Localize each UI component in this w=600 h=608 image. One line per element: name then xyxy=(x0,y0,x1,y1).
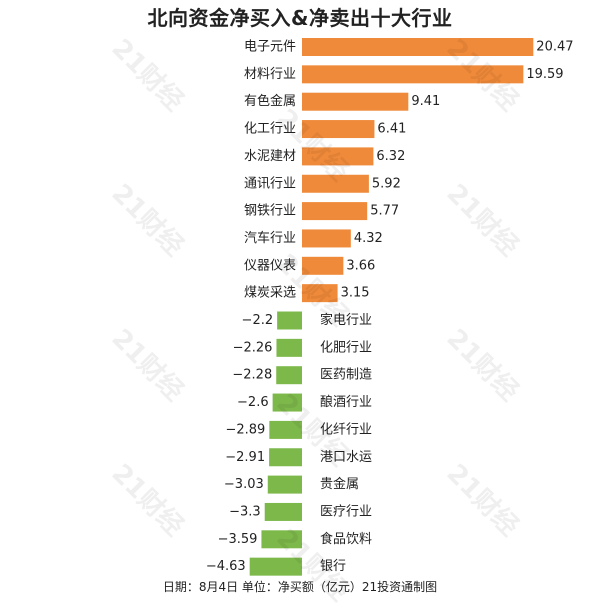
value-label-13: −2.6 xyxy=(237,395,269,410)
value-label-7: 4.32 xyxy=(354,231,383,246)
value-label-3: 6.41 xyxy=(377,122,406,137)
bar-2 xyxy=(302,92,409,111)
bar-8 xyxy=(302,256,344,275)
bar-5 xyxy=(302,174,369,193)
category-label-12: 医药制造 xyxy=(320,368,372,383)
value-label-10: −2.2 xyxy=(242,313,274,328)
bar-14 xyxy=(269,420,302,439)
category-label-2: 有色金属 xyxy=(244,93,296,109)
category-label-15: 港口水运 xyxy=(320,450,372,465)
category-label-7: 汽车行业 xyxy=(244,230,296,246)
category-label-5: 通讯行业 xyxy=(244,176,296,191)
category-label-1: 材料行业 xyxy=(244,67,296,82)
value-label-0: 20.47 xyxy=(536,40,573,55)
chart-title: 北向资金净买入&净卖出十大行业 xyxy=(147,6,453,30)
category-label-9: 煤炭采选 xyxy=(244,286,296,301)
value-label-12: −2.28 xyxy=(232,368,272,383)
value-label-1: 19.59 xyxy=(526,67,563,82)
category-label-19: 银行 xyxy=(320,559,346,574)
value-label-8: 3.66 xyxy=(346,258,375,273)
bar-10 xyxy=(277,311,302,330)
category-label-0: 电子元件 xyxy=(244,40,296,55)
bar-17 xyxy=(264,502,302,521)
bar-9 xyxy=(302,284,338,303)
value-label-5: 5.92 xyxy=(372,176,401,191)
bar-15 xyxy=(269,448,302,467)
category-label-14: 化纤行业 xyxy=(320,422,372,437)
category-label-10: 家电行业 xyxy=(320,312,372,328)
category-label-6: 钢铁行业 xyxy=(244,204,296,219)
bar-7 xyxy=(302,229,351,248)
category-label-3: 化工行业 xyxy=(244,122,296,137)
bar-19 xyxy=(249,557,302,576)
bar-6 xyxy=(302,202,368,221)
bar-1 xyxy=(302,65,524,84)
value-label-15: −2.91 xyxy=(225,450,265,465)
value-label-9: 3.15 xyxy=(341,286,370,301)
bar-18 xyxy=(261,530,302,549)
value-label-2: 9.41 xyxy=(411,94,440,109)
bar-11 xyxy=(276,338,302,357)
category-label-17: 医疗行业 xyxy=(320,504,372,519)
bar-16 xyxy=(267,475,302,494)
bar-0 xyxy=(302,38,534,56)
category-label-16: 贵金属 xyxy=(320,476,359,492)
category-label-8: 仪器仪表 xyxy=(244,258,296,273)
value-label-16: −3.03 xyxy=(224,477,264,492)
bar-13 xyxy=(272,393,302,412)
value-label-6: 5.77 xyxy=(370,204,399,219)
category-label-11: 化肥行业 xyxy=(320,340,372,355)
category-label-4: 水泥建材 xyxy=(244,149,296,164)
bar-12 xyxy=(276,366,302,385)
category-label-13: 酿酒行业 xyxy=(320,394,372,410)
value-label-19: −4.63 xyxy=(206,559,246,574)
value-label-17: −3.3 xyxy=(229,504,261,519)
value-label-4: 6.32 xyxy=(376,149,405,164)
bar-3 xyxy=(302,120,375,139)
category-label-18: 食品饮料 xyxy=(320,531,372,547)
bar-4 xyxy=(302,147,374,166)
chart-footer: 日期：8月4日 单位：净买额（亿元）21投资通制图 xyxy=(162,580,438,594)
value-label-11: −2.26 xyxy=(233,340,273,355)
value-label-14: −2.89 xyxy=(225,422,265,437)
value-label-18: −3.59 xyxy=(218,532,258,547)
